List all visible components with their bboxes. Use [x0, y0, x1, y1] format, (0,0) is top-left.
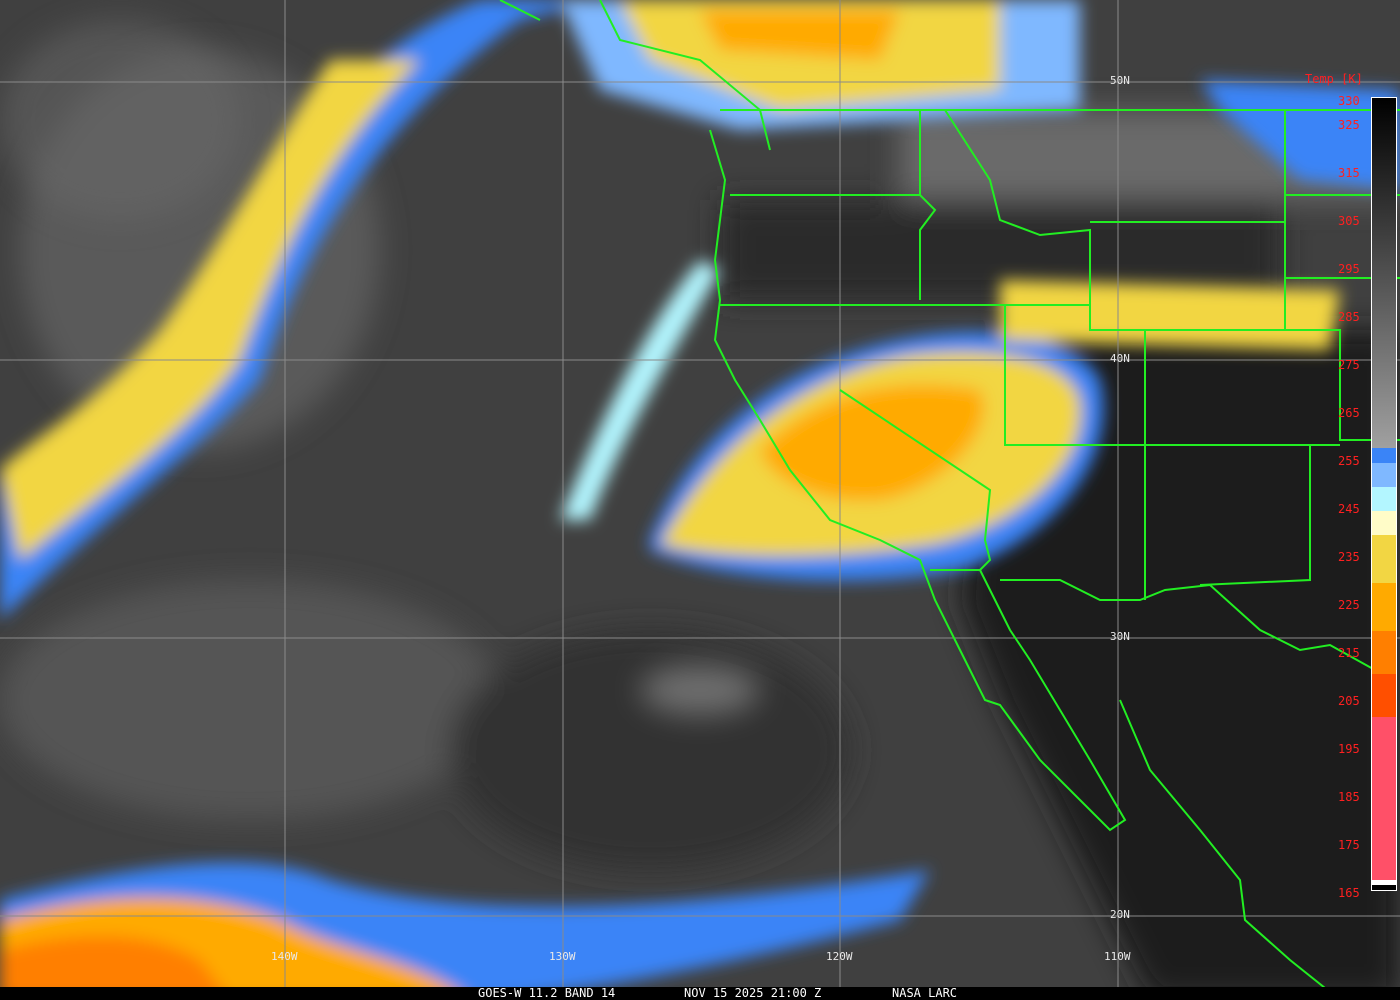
colorbar-segment: [1372, 510, 1396, 535]
temperature-colorbar: [1371, 97, 1397, 891]
legend-tick: 225: [1338, 598, 1360, 612]
caption-credit: NASA LARC: [892, 986, 958, 1000]
legend-tick: 235: [1338, 550, 1360, 564]
legend-title: Temp [K]: [1305, 72, 1363, 86]
caption-product: GOES-W 11.2 BAND 14: [478, 986, 616, 1000]
legend-tick: 330: [1338, 94, 1360, 108]
legend-tick: 215: [1338, 646, 1360, 660]
colorbar-segment: [1372, 462, 1396, 487]
lon-label-130w: 130W: [549, 950, 576, 963]
colorbar-segment: [1372, 717, 1396, 881]
lat-label-40n: 40N: [1110, 352, 1130, 365]
legend-tick: 195: [1338, 742, 1360, 756]
colorbar-segment: [1372, 98, 1396, 449]
caption-datetime: NOV 15 2025 21:00 Z: [684, 986, 822, 1000]
legend-tick: 285: [1338, 310, 1360, 324]
legend-tick: 315: [1338, 166, 1360, 180]
colorbar-segment: [1372, 880, 1396, 886]
colorbar-segment: [1372, 630, 1396, 674]
lon-label-110w: 110W: [1104, 950, 1131, 963]
legend-tick: 275: [1338, 358, 1360, 372]
colorbar-segment: [1372, 534, 1396, 583]
colorbar-segment: [1372, 448, 1396, 463]
colorbar-segment: [1372, 582, 1396, 631]
lon-label-120w: 120W: [826, 950, 853, 963]
lon-label-140w: 140W: [271, 950, 298, 963]
legend-tick: 295: [1338, 262, 1360, 276]
lat-label-30n: 30N: [1110, 630, 1130, 643]
lat-label-50n: 50N: [1110, 74, 1130, 87]
image-caption-bar: GOES-W 11.2 BAND 14 NOV 15 2025 21:00 Z …: [0, 987, 1400, 1000]
legend-tick: 185: [1338, 790, 1360, 804]
colorbar-segment: [1372, 673, 1396, 718]
legend-tick: 255: [1338, 454, 1360, 468]
legend-tick: 325: [1338, 118, 1360, 132]
legend-tick: 175: [1338, 838, 1360, 852]
legend-tick: 165: [1338, 886, 1360, 900]
legend-tick: 305: [1338, 214, 1360, 228]
legend-tick: 265: [1338, 406, 1360, 420]
colorbar-segment: [1372, 486, 1396, 511]
lat-label-20n: 20N: [1110, 908, 1130, 921]
legend-tick: 245: [1338, 502, 1360, 516]
political-borders: [499, 0, 1400, 1000]
legend-tick: 205: [1338, 694, 1360, 708]
